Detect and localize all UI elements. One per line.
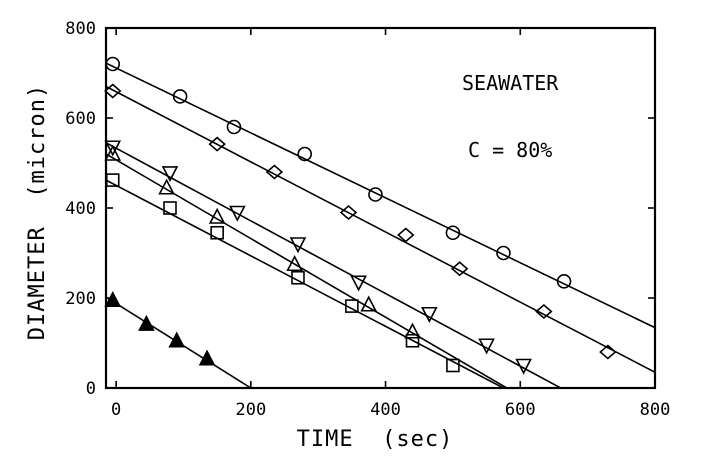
x-tick-label: 0	[111, 400, 121, 420]
fit-line-triangle-up	[106, 153, 508, 388]
plot-frame	[104, 26, 657, 390]
y-tick-label: 600	[65, 109, 96, 129]
series-triangle-up-filled	[104, 291, 252, 388]
y-axis-title: DIAMETER (micron)	[25, 84, 50, 340]
fit-line-diamond	[106, 85, 655, 373]
data-point-triangle-up	[360, 295, 378, 312]
x-axis-title: TIME (sec)	[297, 427, 454, 452]
data-point-triangle-up-filled	[168, 331, 186, 348]
x-tick-label: 800	[640, 400, 671, 420]
fit-line-circle	[106, 62, 655, 329]
data-point-triangle-up	[158, 178, 175, 195]
x-tick-label: 600	[505, 400, 536, 420]
series-triangle-up	[104, 144, 508, 388]
x-tick-label: 400	[370, 400, 401, 420]
annotation-concentration: C = 80%	[468, 138, 552, 162]
x-tick-label: 200	[235, 400, 266, 420]
data-point-square	[405, 333, 420, 348]
series-circle	[105, 56, 655, 329]
data-point-square	[291, 270, 305, 285]
fit-line-triangle-down	[106, 142, 562, 388]
data-point-triangle-down	[478, 338, 495, 355]
data-point-triangle-up	[286, 255, 303, 272]
data-point-diamond	[450, 261, 469, 277]
series-triangle-down	[104, 140, 562, 388]
data-point-triangle-down	[515, 358, 532, 375]
data-point-diamond	[535, 303, 553, 320]
data-point-triangle-down	[421, 306, 438, 323]
data-point-circle	[496, 245, 511, 261]
series-diamond	[104, 83, 655, 373]
y-tick-label: 400	[65, 199, 96, 219]
data-point-circle	[172, 89, 188, 104]
y-tick-label: 200	[65, 289, 96, 309]
data-point-circle	[226, 119, 242, 135]
data-point-triangle-up	[104, 144, 122, 161]
data-point-triangle-up-filled	[104, 291, 122, 308]
data-point-diamond	[208, 136, 226, 152]
data-point-triangle-down	[161, 166, 179, 183]
data-point-circle	[556, 274, 572, 289]
data-point-diamond	[265, 164, 284, 180]
data-point-diamond	[397, 227, 415, 243]
data-point-diamond	[599, 344, 617, 360]
series-square	[105, 173, 504, 388]
data-point-triangle-up-filled	[198, 349, 216, 366]
annotation-seawater: SEAWATER	[462, 71, 559, 95]
data-point-diamond	[104, 83, 122, 99]
y-tick-label: 0	[86, 379, 96, 399]
data-point-triangle-up	[208, 207, 226, 224]
data-point-square	[163, 201, 177, 215]
data-point-triangle-down	[350, 275, 367, 292]
data-point-triangle-up-filled	[138, 314, 155, 331]
data-point-diamond	[339, 204, 358, 221]
data-point-triangle-down	[289, 237, 307, 254]
y-tick-label: 800	[65, 19, 96, 39]
data-point-triangle-down	[104, 140, 122, 157]
data-point-triangle-down	[229, 205, 246, 222]
data-point-square	[210, 225, 224, 240]
data-point-square	[446, 358, 460, 373]
data-point-circle	[297, 146, 313, 162]
data-point-circle	[368, 187, 383, 202]
data-point-circle	[445, 225, 461, 241]
data-point-triangle-up	[404, 322, 421, 339]
data-point-square	[345, 299, 359, 313]
